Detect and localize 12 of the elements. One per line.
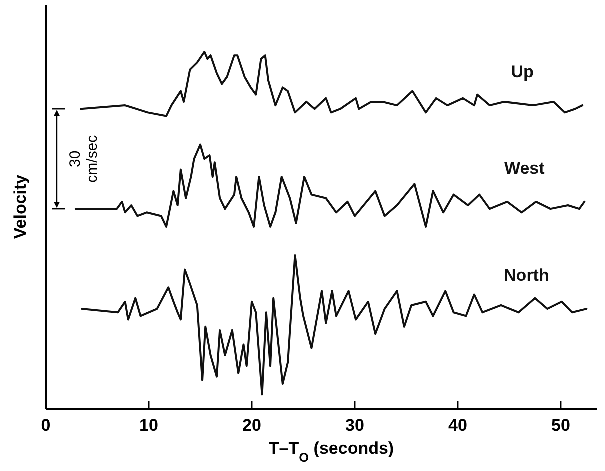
x-tick-label: 0: [41, 416, 51, 435]
x-axis-title: T–T$_{O}$ (seconds): [268, 439, 394, 464]
series-label: North: [504, 266, 550, 286]
series-label: Up: [511, 62, 534, 82]
series-label: West: [504, 158, 546, 178]
y-axis-title: Velocity: [11, 174, 30, 240]
x-tick-label: 10: [140, 416, 158, 435]
x-tick-label: 40: [448, 416, 468, 435]
x-tick-label: 20: [242, 416, 262, 435]
x-tick-label: 30: [346, 416, 364, 435]
annotation: 30 cm/sec: [67, 134, 101, 183]
x-tick-label: 50: [551, 416, 570, 435]
